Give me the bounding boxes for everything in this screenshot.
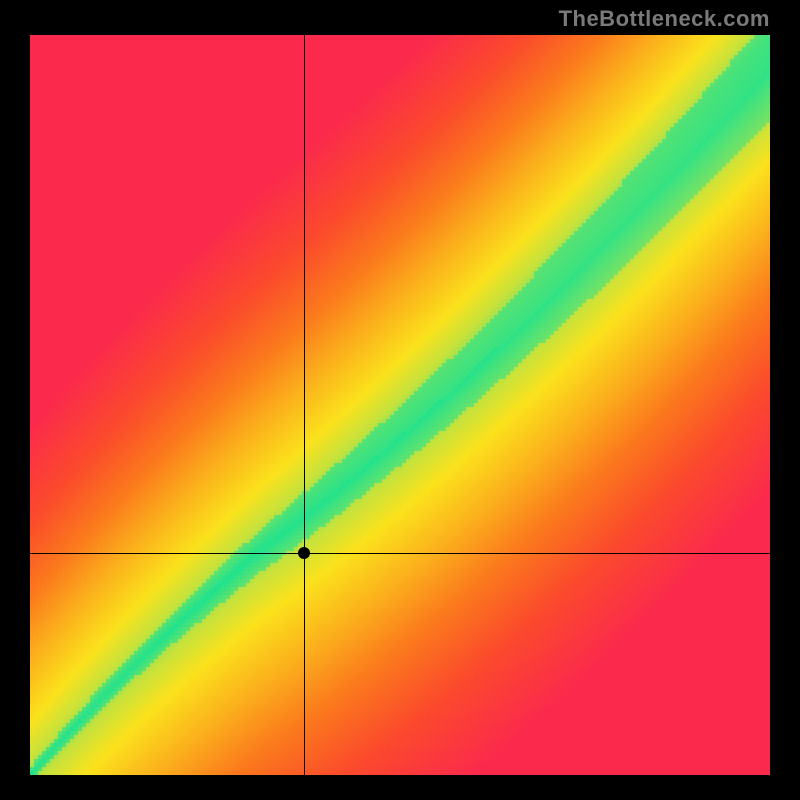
watermark-text: TheBottleneck.com <box>559 6 770 32</box>
heatmap-canvas <box>30 35 770 775</box>
chart-container: TheBottleneck.com <box>0 0 800 800</box>
data-point-marker <box>298 547 310 559</box>
crosshair-vertical <box>304 35 305 775</box>
plot-area <box>30 35 770 775</box>
crosshair-horizontal <box>30 553 770 554</box>
